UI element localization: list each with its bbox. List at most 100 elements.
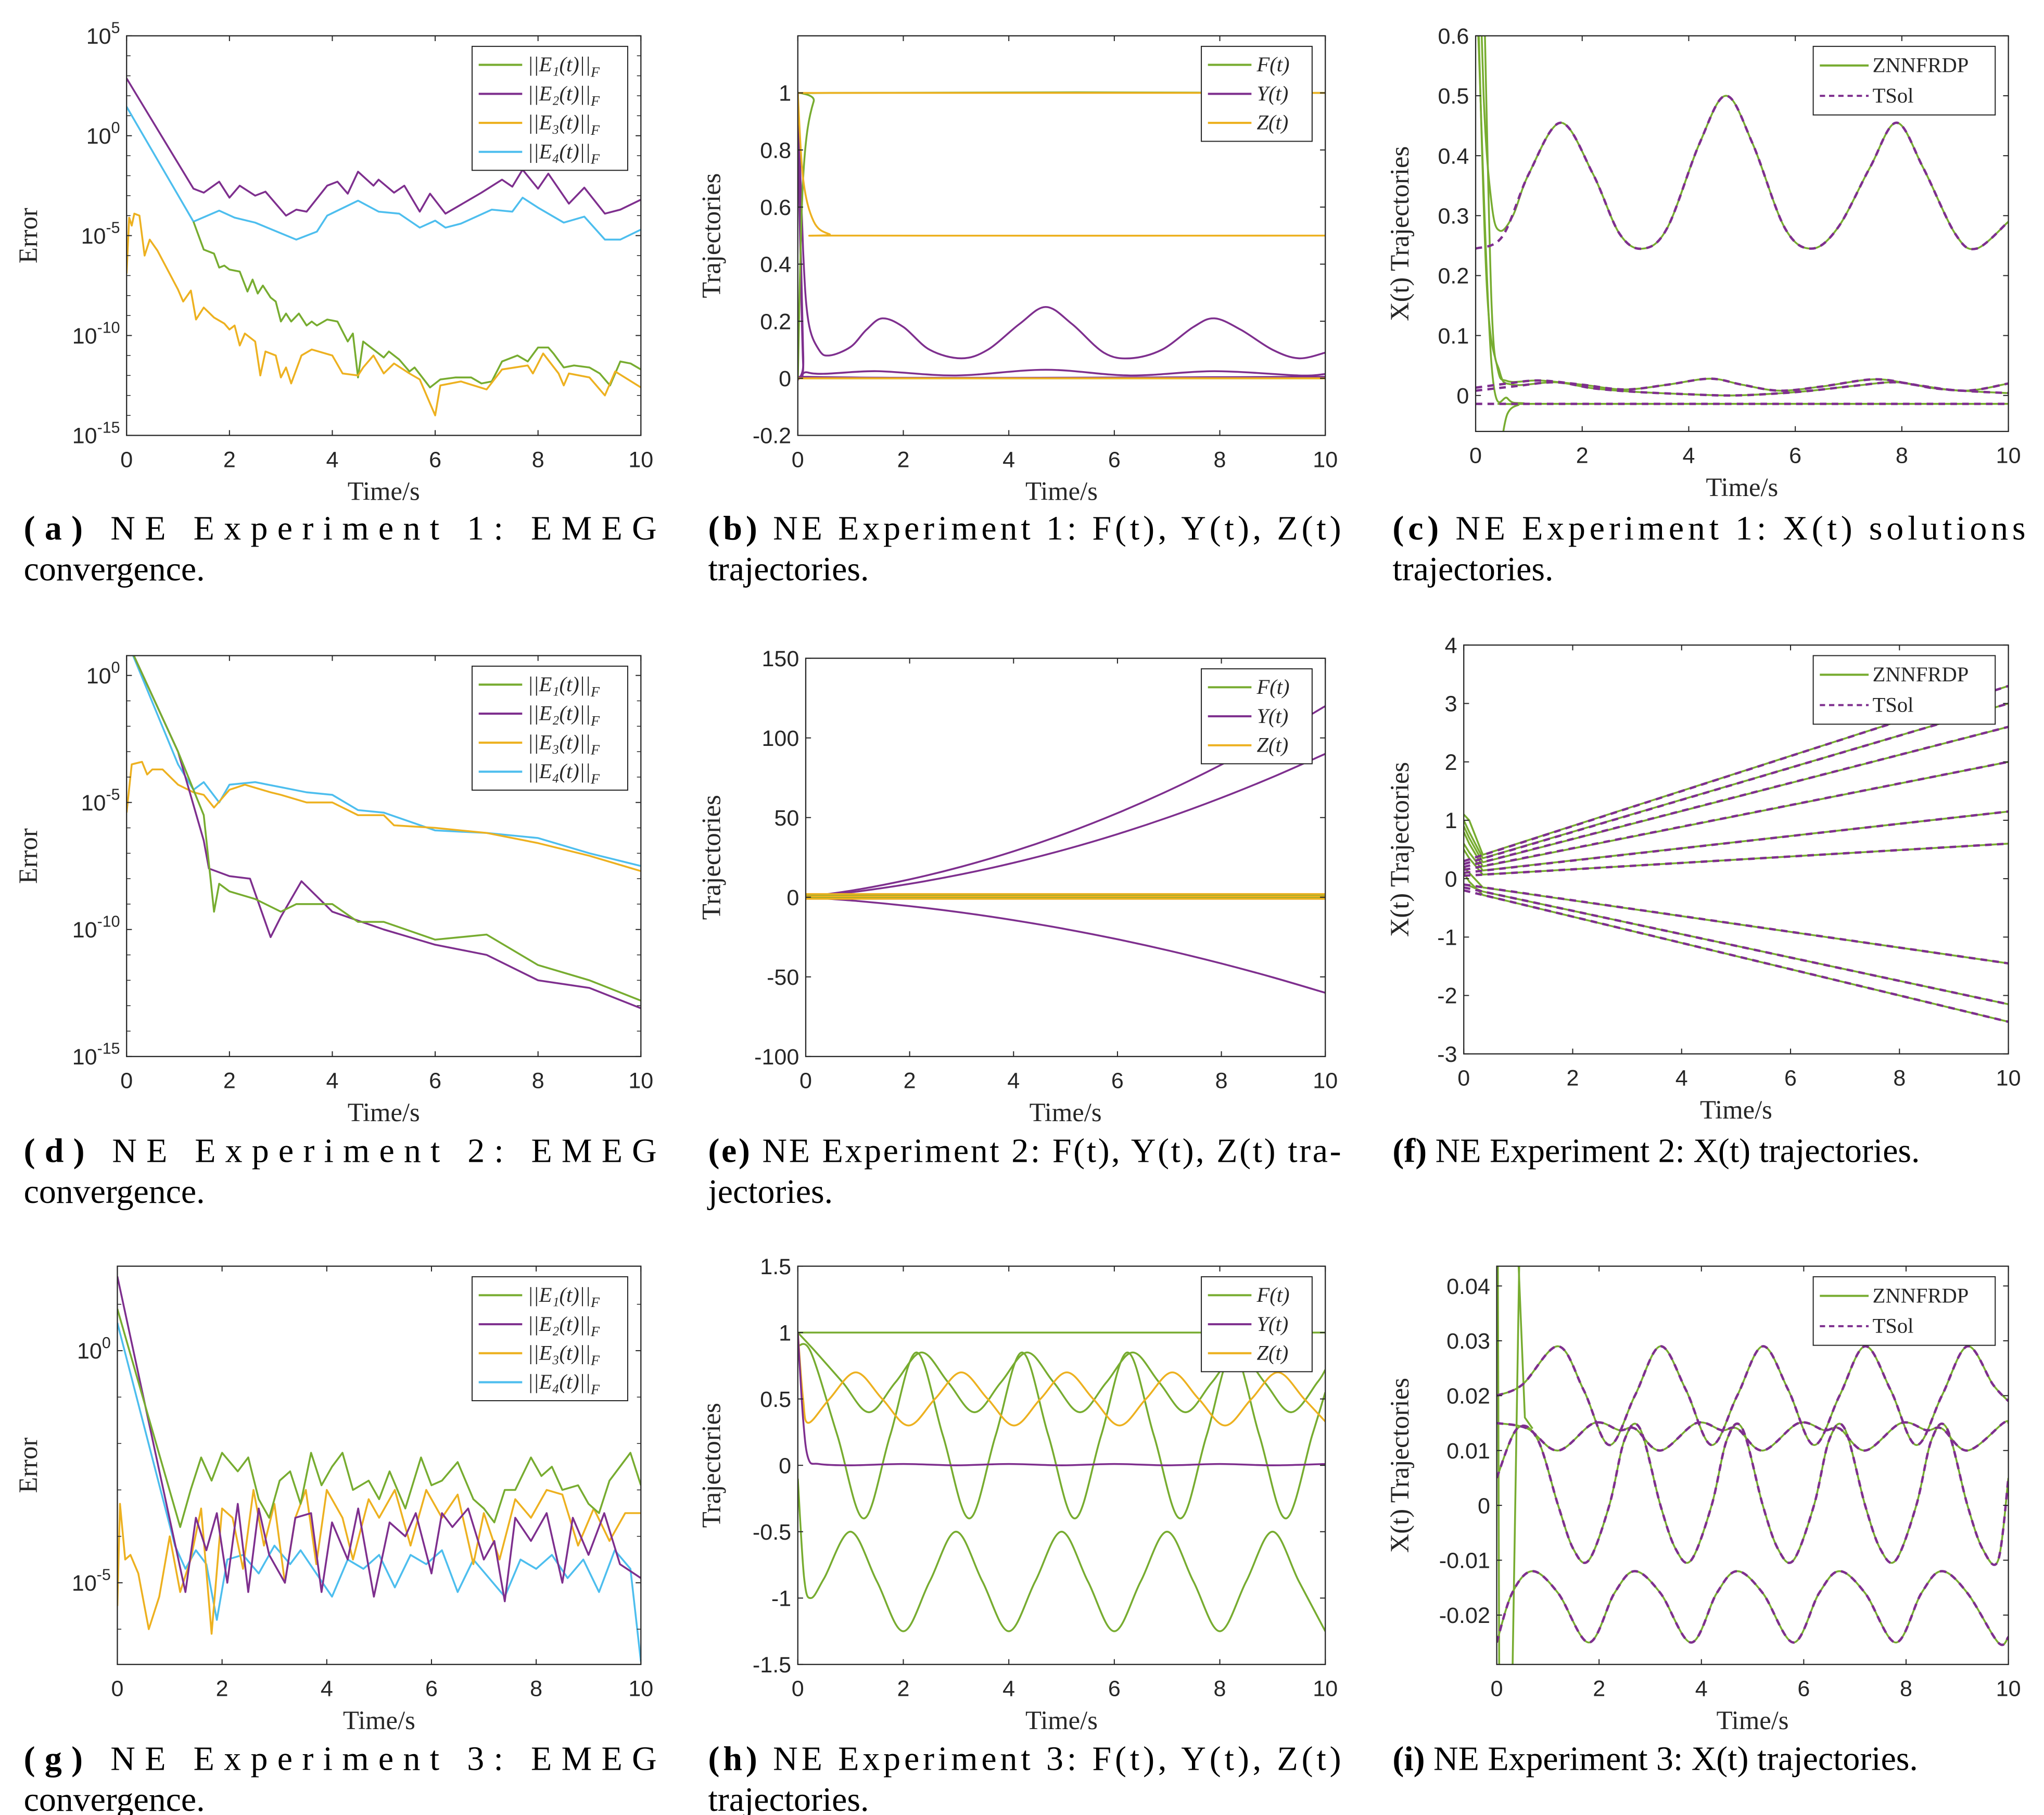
y-tick-label: 0.02 — [1446, 1384, 1490, 1409]
y-tick-label: 1 — [779, 81, 791, 106]
legend-label: Y(t) — [1256, 82, 1288, 105]
y-tick-label: 10-15 — [72, 418, 120, 448]
caption-line-2: trajectories. — [708, 1781, 869, 1815]
y-tick-label: 100 — [86, 119, 120, 149]
x-tick-label: 4 — [1682, 443, 1695, 468]
series-line-solid — [117, 1489, 641, 1635]
y-tick-label: 0.5 — [760, 1387, 791, 1412]
legend-box — [1812, 655, 1996, 725]
y-tick-label: 0.8 — [760, 138, 791, 163]
legend-box — [471, 665, 628, 791]
x-tick-label: 10 — [628, 1677, 653, 1702]
legend-label: ZNNFRDP — [1873, 1284, 1969, 1307]
y-tick-label: 0 — [779, 366, 791, 391]
caption-tag: (h) — [708, 1740, 757, 1778]
legend-label: F(t) — [1256, 53, 1289, 76]
y-tick-label: 10-5 — [72, 1566, 111, 1596]
caption-line-2: jectories. — [707, 1173, 833, 1211]
series-group — [797, 91, 1326, 382]
legend-label: ||E₁(t)||F — [527, 1283, 600, 1311]
caption-tag: (a) — [24, 510, 83, 548]
x-tick-label: 4 — [1002, 1677, 1015, 1702]
series-group — [1476, 35, 2009, 431]
series-line-solid — [1512, 1266, 1520, 1665]
x-tick-label: 2 — [904, 1069, 916, 1094]
x-tick-label: 0 — [799, 1069, 812, 1094]
x-tick-label: 2 — [223, 1069, 236, 1094]
x-tick-label: 0 — [1457, 1066, 1470, 1091]
caption-text: NE Experiment 3: F(t), Y(t), Z(t) — [761, 1740, 1341, 1778]
x-axis-label: Time/s — [348, 1098, 420, 1127]
legend-label: TSol — [1873, 693, 1914, 716]
x-tick-label: 10 — [628, 1069, 653, 1094]
series-line-tsol — [1464, 760, 2009, 871]
legend-label: Z(t) — [1256, 1341, 1288, 1365]
x-axis-label: Time/s — [1717, 1706, 1789, 1735]
legend: ||E₁(t)||F||E₂(t)||F||E₃(t)||F||E₄(t)||F — [471, 46, 628, 171]
y-tick-label: 100 — [77, 1334, 111, 1364]
y-axis-label: Error — [14, 208, 43, 263]
y-tick-label: 1 — [1445, 808, 1457, 833]
x-tick-label: 0 — [792, 447, 804, 472]
x-tick-label: 6 — [1108, 1677, 1121, 1702]
y-tick-label: 0 — [786, 885, 799, 910]
x-tick-label: 8 — [1214, 1677, 1226, 1702]
y-tick-label: 0.1 — [1438, 324, 1469, 349]
caption-line: (c) NE Experiment 1: X(t) solutions — [1392, 510, 2025, 548]
y-axis-label: Trajectories — [696, 173, 726, 298]
x-tick-label: 6 — [1111, 1069, 1124, 1094]
y-tick-label: -0.2 — [753, 424, 791, 449]
legend-label: ||E₃(t)||F — [527, 730, 600, 758]
caption-line-2: convergence. — [24, 1173, 205, 1211]
series-line-tsol — [1464, 889, 2009, 1023]
series-line-solid — [797, 93, 1326, 237]
y-tick-label: 10-5 — [81, 786, 120, 816]
axes-frame — [126, 655, 642, 1057]
legend-label: ||E₂(t)||F — [527, 1312, 600, 1340]
series-line-solid — [126, 78, 641, 217]
caption-line: (i) NE Experiment 3: X(t) trajectories. — [1392, 1740, 1918, 1778]
legend: ||E₁(t)||F||E₂(t)||F||E₃(t)||F||E₄(t)||F — [471, 1276, 628, 1402]
series-line-solid — [133, 655, 641, 1002]
y-tick-label: 0 — [779, 1453, 791, 1478]
y-axis-label: Trajectories — [696, 1403, 726, 1528]
y-tick-label: 105 — [86, 19, 120, 49]
x-tick-label: 0 — [792, 1677, 804, 1702]
x-tick-label: 2 — [1567, 1066, 1579, 1091]
x-tick-label: 0 — [1491, 1677, 1503, 1702]
series-line-solid — [126, 212, 641, 416]
series-line-solid — [117, 1322, 641, 1662]
x-axis-label: Time/s — [1030, 1098, 1102, 1127]
caption-h: (h) NE Experiment 3: F(t), Y(t), Z(t)tra… — [708, 1740, 1341, 1815]
x-axis-label: Time/s — [1706, 473, 1778, 502]
series-line-solid — [126, 106, 641, 241]
caption-line: (h) NE Experiment 3: F(t), Y(t), Z(t) — [708, 1740, 1341, 1778]
legend-label: TSol — [1873, 84, 1914, 107]
y-tick-label: 150 — [761, 646, 799, 671]
x-tick-label: 4 — [321, 1677, 333, 1702]
x-tick-label: 2 — [216, 1677, 228, 1702]
caption-text: NE Experiment 3: X(t) trajectories. — [1425, 1740, 1918, 1778]
x-tick-label: 8 — [1900, 1677, 1912, 1702]
y-axis-label: X(t) Trajectories — [1385, 1378, 1414, 1553]
x-tick-label: 8 — [1214, 447, 1226, 472]
caption-line-2: trajectories. — [1392, 550, 1553, 588]
x-tick-label: 4 — [1007, 1069, 1020, 1094]
x-tick-label: 10 — [628, 447, 653, 472]
caption-i: (i) NE Experiment 3: X(t) trajectories. — [1392, 1740, 1918, 1778]
legend: ||E₁(t)||F||E₂(t)||F||E₃(t)||F||E₄(t)||F — [471, 665, 628, 791]
x-tick-label: 8 — [1893, 1066, 1906, 1091]
y-tick-label: 0 — [1478, 1493, 1490, 1518]
series-line-solid — [797, 1332, 1326, 1427]
series-group — [805, 705, 1326, 994]
y-tick-label: 0 — [1456, 384, 1469, 409]
caption-line-2: convergence. — [24, 550, 205, 588]
series-line-solid — [117, 1309, 641, 1528]
series-group — [126, 78, 641, 416]
x-tick-label: 10 — [1996, 1677, 2021, 1702]
y-tick-label: 0.6 — [1438, 24, 1469, 49]
caption-line: (b) NE Experiment 1: F(t), Y(t), Z(t) — [708, 510, 1341, 548]
series-group — [1496, 1266, 2009, 1665]
y-tick-label: -1 — [771, 1586, 791, 1611]
x-tick-label: 0 — [120, 447, 133, 472]
